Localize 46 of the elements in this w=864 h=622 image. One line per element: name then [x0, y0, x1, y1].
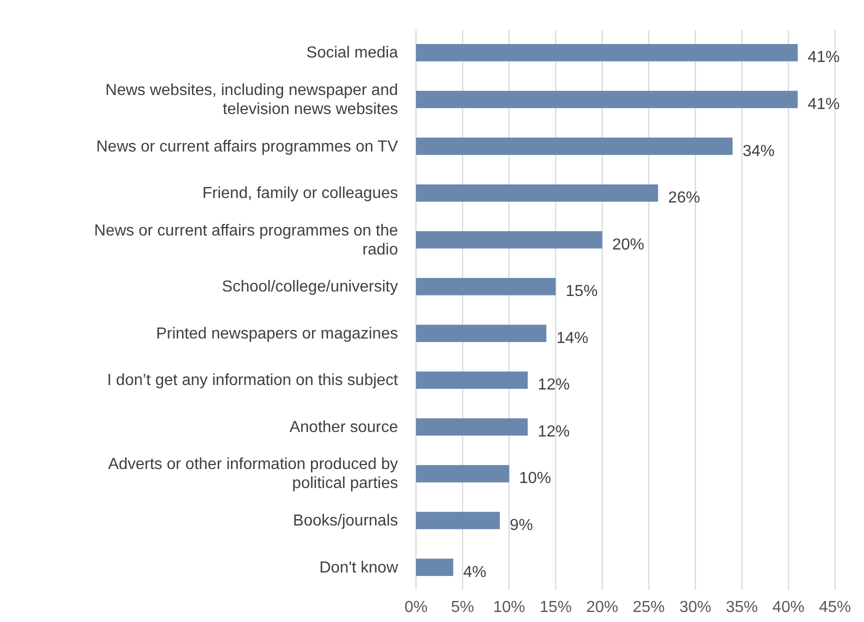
y-tick-label: News websites, including newspaper and television news websites [105, 81, 398, 118]
data-label: 14% [556, 330, 588, 347]
data-label: 20% [612, 236, 644, 254]
bar [416, 324, 546, 342]
x-tick-label: 45% [818, 599, 852, 616]
data-label: 12% [538, 423, 570, 440]
data-label: 26% [668, 190, 700, 207]
data-label: 34% [742, 142, 775, 160]
bar [416, 138, 733, 155]
bar [416, 231, 602, 248]
x-tick-label: 30% [679, 599, 712, 616]
bar [416, 465, 510, 482]
x-tick-label: 20% [586, 599, 618, 616]
y-tick-label: Books/journals [293, 512, 398, 530]
data-label: 15% [566, 283, 598, 300]
bar [416, 418, 528, 436]
y-tick-label: Adverts or other information produced by political parties [108, 456, 398, 492]
bar [416, 512, 500, 530]
x-tick-label: 40% [772, 599, 804, 616]
bar [416, 372, 528, 389]
bar [416, 90, 798, 108]
y-tick-label: Friend, family or colleagues [202, 184, 398, 202]
x-tick-label: 10% [493, 599, 526, 616]
y-tick-label: News or current affairs programmes on TV [96, 138, 398, 155]
data-label: 10% [519, 470, 552, 488]
y-tick-label: Another source [289, 418, 398, 436]
y-tick-label: School/college/university [222, 278, 398, 296]
y-tick-label: News or current affairs programmes on the radio [94, 222, 398, 258]
x-tick-label: 5% [450, 599, 474, 616]
data-label: 12% [538, 376, 570, 394]
data-label: 41% [808, 96, 840, 113]
y-tick-label: Printed newspapers or magazines [156, 324, 398, 342]
bar [416, 278, 556, 296]
bar [416, 558, 454, 576]
data-label: 41% [808, 49, 840, 66]
x-tick-label: 0% [404, 599, 428, 616]
bar [416, 44, 798, 62]
x-tick-label: 25% [632, 599, 665, 616]
y-tick-label: I don’t get any information on this subject [107, 372, 399, 389]
data-label: 9% [510, 517, 533, 534]
y-tick-label: Don't know [319, 558, 398, 576]
x-tick-label: 15% [540, 599, 572, 616]
x-tick-label: 35% [726, 599, 758, 616]
data-label: 4% [463, 564, 486, 581]
bar [416, 184, 658, 202]
y-tick-label: Social media [306, 44, 398, 62]
